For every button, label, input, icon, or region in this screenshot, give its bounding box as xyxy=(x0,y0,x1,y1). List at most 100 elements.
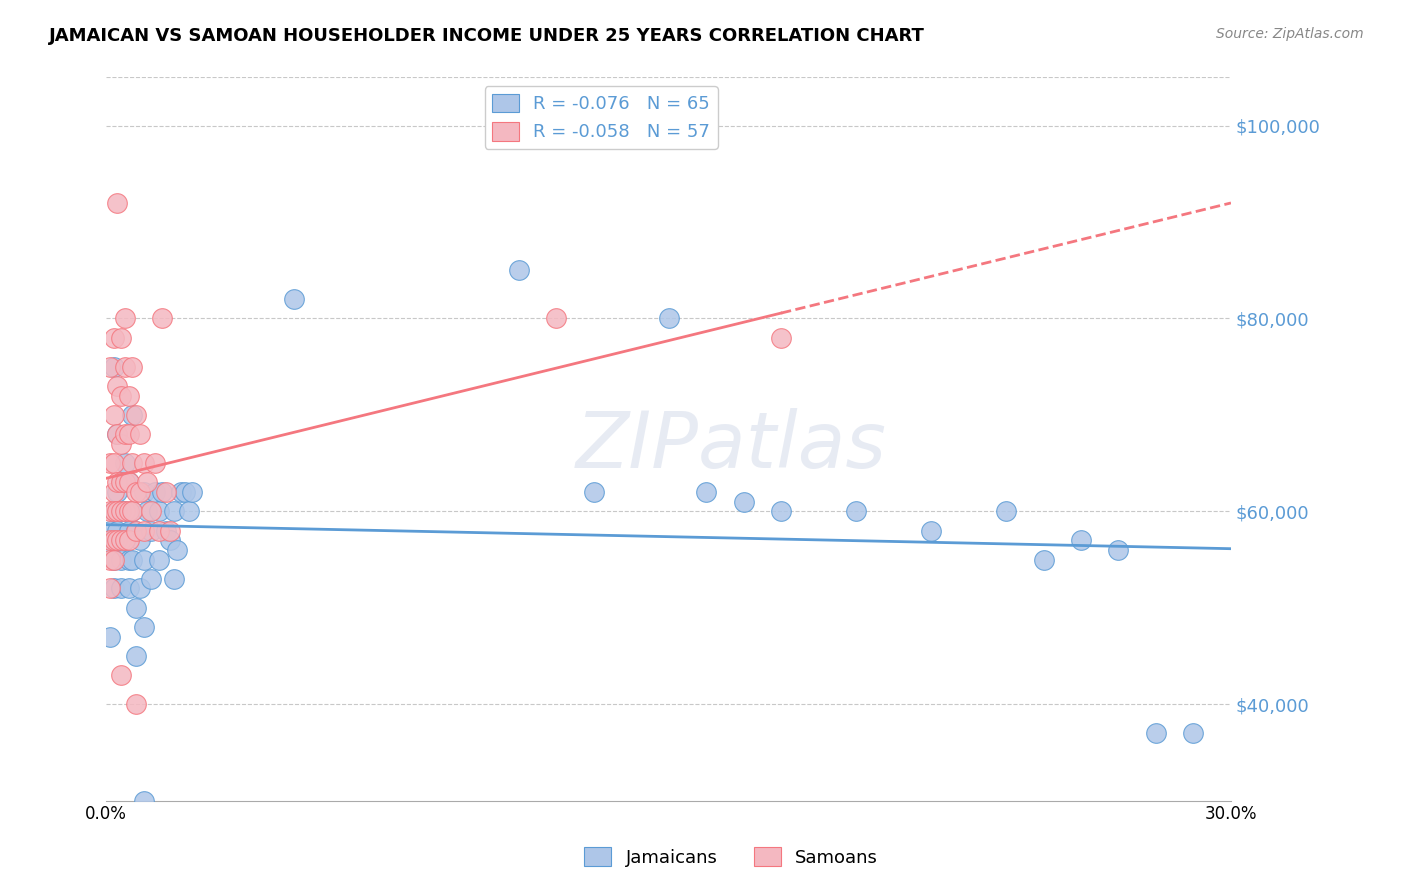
Point xyxy=(98,359,121,374)
Point xyxy=(148,524,170,538)
Point xyxy=(125,485,148,500)
Point xyxy=(132,524,155,538)
Point xyxy=(1144,726,1167,740)
Point xyxy=(114,504,136,518)
Point xyxy=(118,552,141,566)
Point xyxy=(582,485,605,500)
Point xyxy=(98,456,121,470)
Point xyxy=(121,408,143,422)
Point xyxy=(107,379,129,393)
Point xyxy=(103,552,125,566)
Point xyxy=(733,494,755,508)
Point xyxy=(152,311,174,326)
Point xyxy=(118,475,141,490)
Point xyxy=(163,572,186,586)
Point xyxy=(166,542,188,557)
Point xyxy=(177,504,200,518)
Point xyxy=(136,475,159,490)
Point xyxy=(155,524,177,538)
Point xyxy=(143,485,166,500)
Point xyxy=(508,263,530,277)
Point xyxy=(118,475,141,490)
Point xyxy=(141,504,163,518)
Legend: Jamaicans, Samoans: Jamaicans, Samoans xyxy=(576,840,886,874)
Point xyxy=(114,533,136,548)
Point xyxy=(159,524,181,538)
Point xyxy=(98,524,121,538)
Point xyxy=(118,504,141,518)
Point xyxy=(110,668,132,682)
Point xyxy=(132,620,155,634)
Point xyxy=(107,427,129,442)
Point xyxy=(283,292,305,306)
Point xyxy=(125,524,148,538)
Point xyxy=(1070,533,1092,548)
Point xyxy=(98,630,121,644)
Point xyxy=(98,533,121,548)
Point xyxy=(107,195,129,210)
Point xyxy=(695,485,717,500)
Point xyxy=(121,456,143,470)
Point xyxy=(181,485,204,500)
Point xyxy=(125,408,148,422)
Point xyxy=(132,485,155,500)
Point xyxy=(103,359,125,374)
Point xyxy=(103,408,125,422)
Point xyxy=(129,533,152,548)
Point xyxy=(546,311,568,326)
Point xyxy=(163,504,186,518)
Point xyxy=(110,437,132,451)
Point xyxy=(103,485,125,500)
Point xyxy=(118,582,141,596)
Point xyxy=(658,311,681,326)
Point xyxy=(107,533,129,548)
Point xyxy=(110,331,132,345)
Point xyxy=(132,552,155,566)
Point xyxy=(141,572,163,586)
Point xyxy=(110,533,132,548)
Point xyxy=(136,504,159,518)
Point xyxy=(118,524,141,538)
Text: ZIPatlas: ZIPatlas xyxy=(575,408,887,484)
Point xyxy=(114,475,136,490)
Point xyxy=(132,794,155,808)
Point xyxy=(143,456,166,470)
Point xyxy=(110,475,132,490)
Point xyxy=(103,504,125,518)
Point xyxy=(114,311,136,326)
Point xyxy=(125,648,148,663)
Legend: R = -0.076   N = 65, R = -0.058   N = 57: R = -0.076 N = 65, R = -0.058 N = 57 xyxy=(485,87,717,149)
Point xyxy=(125,697,148,711)
Point xyxy=(1108,542,1130,557)
Point xyxy=(121,359,143,374)
Point xyxy=(121,504,143,518)
Point xyxy=(103,331,125,345)
Point xyxy=(121,552,143,566)
Point xyxy=(98,504,121,518)
Point xyxy=(132,456,155,470)
Point xyxy=(118,533,141,548)
Point xyxy=(148,552,170,566)
Point xyxy=(920,524,942,538)
Point xyxy=(125,600,148,615)
Point xyxy=(170,485,193,500)
Point xyxy=(103,456,125,470)
Point xyxy=(995,504,1018,518)
Point xyxy=(141,524,163,538)
Point xyxy=(114,504,136,518)
Point xyxy=(110,504,132,518)
Point xyxy=(110,389,132,403)
Point xyxy=(103,504,125,518)
Point xyxy=(770,331,793,345)
Point xyxy=(148,504,170,518)
Point xyxy=(107,475,129,490)
Point xyxy=(770,504,793,518)
Point xyxy=(107,427,129,442)
Point xyxy=(103,533,125,548)
Point xyxy=(110,475,132,490)
Point xyxy=(1032,552,1054,566)
Point xyxy=(159,533,181,548)
Point xyxy=(103,582,125,596)
Point xyxy=(129,582,152,596)
Point xyxy=(107,533,129,548)
